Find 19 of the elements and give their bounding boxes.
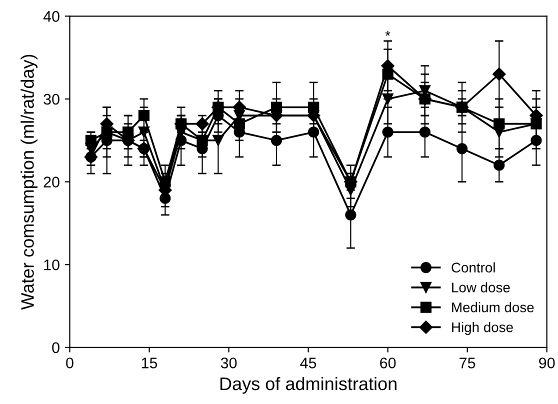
y-tick-label: 40	[43, 11, 60, 22]
x-tick-label: 60	[380, 358, 396, 368]
legend-label: Medium dose	[452, 302, 534, 312]
x-tick-label: 30	[220, 358, 237, 368]
x-tick-label: 15	[142, 358, 158, 368]
legend-label: Control	[452, 262, 495, 273]
y-tick-label: 0	[52, 342, 60, 354]
x-tick-label: 0	[66, 358, 74, 368]
y-tick-label: 10	[44, 259, 60, 270]
y-tick-label: 30	[44, 94, 60, 105]
x-tick-label: 45	[300, 358, 316, 368]
annotation: *	[385, 30, 390, 36]
legend-label: Low dose	[452, 282, 510, 292]
legend-label: High dose	[452, 322, 513, 335]
y-tick-label: 20	[44, 176, 60, 188]
x-tick-label: 90	[539, 358, 555, 368]
x-tick-label: 75	[460, 358, 476, 368]
y-axis-title: Water comsumption (ml/rat/day)	[20, 54, 38, 310]
x-axis-title: Days of administration	[220, 376, 396, 394]
